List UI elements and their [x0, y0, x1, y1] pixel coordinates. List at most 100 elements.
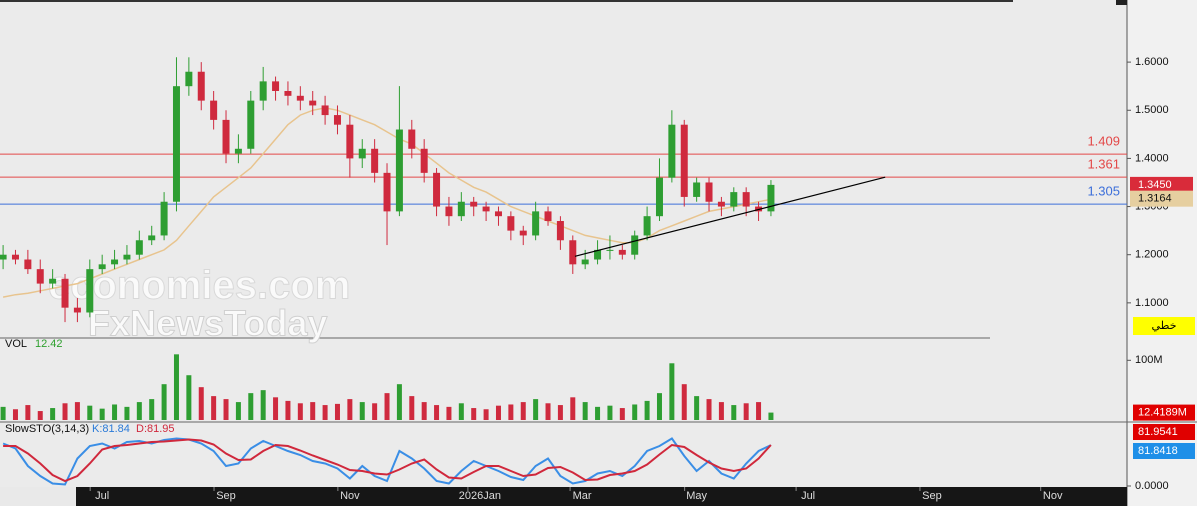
candle-body	[284, 91, 292, 96]
volume-bar	[149, 399, 155, 420]
x-tick-label: Sep	[216, 490, 236, 502]
candle-body	[148, 235, 156, 241]
x-tick-label: Nov	[340, 490, 360, 502]
candle-body	[197, 71, 205, 101]
volume-bar	[310, 402, 316, 420]
candle-body	[730, 192, 738, 207]
volume-bar	[273, 397, 279, 420]
volume-bar	[372, 403, 378, 420]
stoch-d-label: D:81.95	[136, 423, 175, 435]
volume-bar	[495, 405, 501, 420]
volume-bar	[87, 405, 93, 420]
volume-bar	[396, 384, 402, 420]
y-tick-label: 1.1000	[1135, 297, 1169, 309]
y-tick-label: 0.0000	[1135, 480, 1169, 492]
candle-body	[86, 269, 94, 313]
volume-badge-label: 12.4189M	[1138, 406, 1187, 418]
candle-body	[618, 249, 626, 255]
volume-bar	[607, 405, 613, 420]
candle-body	[296, 95, 304, 101]
candle-body	[556, 221, 564, 241]
price-badge	[1130, 176, 1193, 193]
stoch-line	[2, 437, 772, 486]
volume-bar	[260, 390, 266, 420]
watermark-text: economies.com	[48, 264, 350, 308]
volume-bar	[136, 402, 142, 420]
volume-bar	[74, 402, 80, 420]
volume-bar	[681, 384, 687, 420]
volume-bar	[99, 408, 105, 420]
candle-body	[408, 129, 416, 149]
volume-bar	[211, 396, 217, 420]
candle-body	[693, 182, 701, 197]
candle-body	[210, 100, 218, 120]
volume-bar	[347, 399, 353, 420]
volume-badge	[1133, 404, 1195, 421]
volume-bar	[644, 400, 650, 420]
volume-bar	[409, 396, 415, 420]
y-tick-label: 1.4000	[1135, 152, 1169, 164]
candle-body	[135, 240, 143, 255]
x-tick-label: Sep	[922, 490, 942, 502]
y-tick-label: 1.2000	[1135, 249, 1169, 261]
candle-body	[532, 211, 540, 236]
volume-bar	[718, 402, 724, 420]
candle-body	[160, 201, 168, 236]
volume-title: VOL	[5, 338, 27, 350]
volume-bar	[471, 408, 477, 420]
volume-bar	[434, 405, 440, 420]
volume-bar	[248, 393, 254, 420]
stoch-line	[3, 438, 772, 483]
corner	[1116, 0, 1127, 5]
volume-bar	[186, 375, 192, 420]
candle-body	[507, 216, 515, 231]
x-tick-label: Jul	[801, 490, 815, 502]
candle-body	[705, 182, 713, 202]
stoch-badge	[1133, 443, 1195, 459]
candle-body	[470, 201, 478, 207]
candle-body	[36, 269, 44, 284]
candle-body	[111, 259, 119, 265]
volume-bar	[483, 409, 489, 420]
volume-bar	[669, 363, 675, 420]
volume-bar	[297, 403, 303, 420]
x-tick-label: 2026Jan	[459, 490, 501, 502]
toolbar-button[interactable]	[1133, 317, 1195, 335]
watermark-text: FxNewsToday	[88, 303, 327, 344]
volume-bar	[694, 396, 700, 420]
plot-bg	[0, 0, 1127, 487]
price-line-label: 1.409	[1087, 134, 1120, 149]
volume-bar	[124, 406, 130, 420]
candle-body	[123, 254, 131, 260]
volume-bar	[595, 406, 601, 420]
volume-bar	[508, 404, 514, 420]
candle-body	[247, 100, 255, 149]
candle-body	[482, 206, 490, 212]
candle-body	[494, 211, 502, 217]
candle-body	[172, 86, 180, 202]
volume-bar	[632, 404, 638, 420]
price-badge-label: 1.3164	[1138, 193, 1172, 205]
price-badge	[1130, 190, 1193, 207]
volume-bar	[37, 411, 43, 420]
toolbar-button-label[interactable]: خطي	[1152, 320, 1177, 332]
watermark: economies.com FxNewsToday	[48, 263, 351, 344]
volume-bar	[768, 412, 774, 420]
stoch-k-label: K:81.84	[92, 423, 130, 435]
x-tick-label: Jul	[95, 490, 109, 502]
volume-bar	[582, 402, 588, 420]
time-axis	[76, 487, 1127, 506]
candle-body	[433, 172, 441, 207]
candle-body	[569, 240, 577, 265]
candle-body	[742, 192, 750, 207]
volume-bar	[533, 399, 539, 420]
volume-bar	[446, 406, 452, 420]
volume-bar	[12, 409, 18, 420]
candle-body	[606, 249, 614, 251]
volume-bar	[545, 403, 551, 420]
price-line-label: 1.305	[1087, 184, 1120, 199]
volume-bar	[706, 399, 712, 420]
candle-body	[11, 254, 19, 260]
candle-body	[358, 148, 366, 159]
